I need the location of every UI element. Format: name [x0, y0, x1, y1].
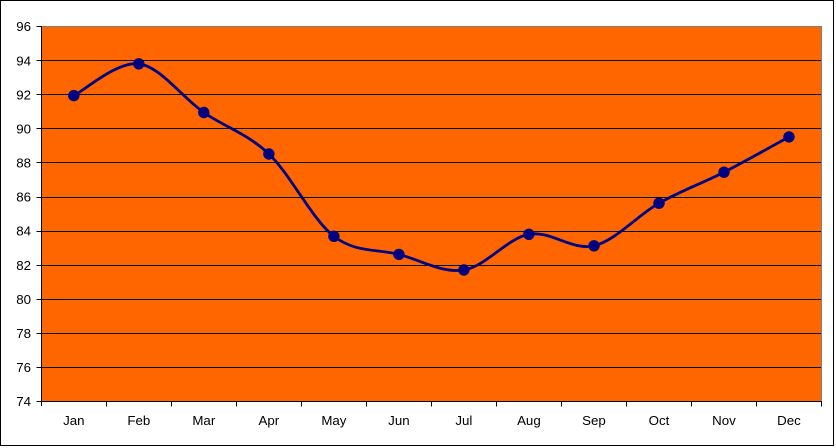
svg-text:84: 84 — [16, 224, 31, 239]
svg-text:Aug: Aug — [517, 413, 541, 428]
svg-text:82: 82 — [16, 258, 31, 273]
svg-text:Sep: Sep — [582, 413, 606, 428]
svg-text:Dec: Dec — [777, 413, 801, 428]
svg-text:Oct: Oct — [649, 413, 670, 428]
svg-text:May: May — [321, 413, 346, 428]
svg-text:86: 86 — [16, 190, 31, 205]
svg-text:76: 76 — [16, 360, 31, 375]
svg-text:94: 94 — [16, 53, 31, 68]
svg-text:Feb: Feb — [127, 413, 150, 428]
svg-text:96: 96 — [16, 19, 31, 34]
svg-text:Nov: Nov — [712, 413, 736, 428]
svg-text:90: 90 — [16, 122, 31, 137]
svg-text:78: 78 — [16, 326, 31, 341]
svg-text:Mar: Mar — [192, 413, 215, 428]
svg-text:Jun: Jun — [388, 413, 409, 428]
svg-text:Jan: Jan — [63, 413, 84, 428]
svg-text:Jul: Jul — [455, 413, 472, 428]
svg-text:92: 92 — [16, 87, 31, 102]
svg-text:88: 88 — [16, 156, 31, 171]
svg-text:74: 74 — [16, 394, 31, 409]
svg-text:80: 80 — [16, 292, 31, 307]
svg-text:Apr: Apr — [259, 413, 280, 428]
